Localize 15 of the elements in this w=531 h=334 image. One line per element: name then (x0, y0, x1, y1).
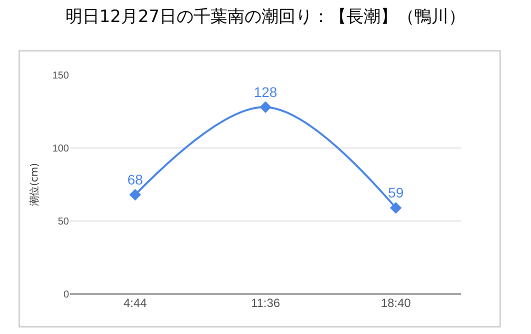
chart-title: 明日12月27日の千葉南の潮回り：【長潮】（鴨川） (65, 6, 466, 27)
y-tick-label: 0 (63, 290, 70, 300)
y-axis-title: 潮位(cm) (28, 162, 40, 206)
x-tick-label: 18:40 (380, 296, 412, 310)
y-tick-label: 50 (58, 216, 70, 228)
data-label: 128 (254, 84, 278, 100)
x-tick-label: 11:36 (250, 296, 280, 310)
point (260, 101, 272, 113)
y-tick-label: 150 (52, 70, 70, 82)
x-tick-label: 4:44 (123, 296, 148, 310)
point (129, 188, 142, 201)
data-label: 68 (127, 172, 144, 188)
point (390, 202, 402, 214)
data-label: 59 (388, 184, 404, 201)
y-tick-label: 100 (52, 144, 70, 154)
